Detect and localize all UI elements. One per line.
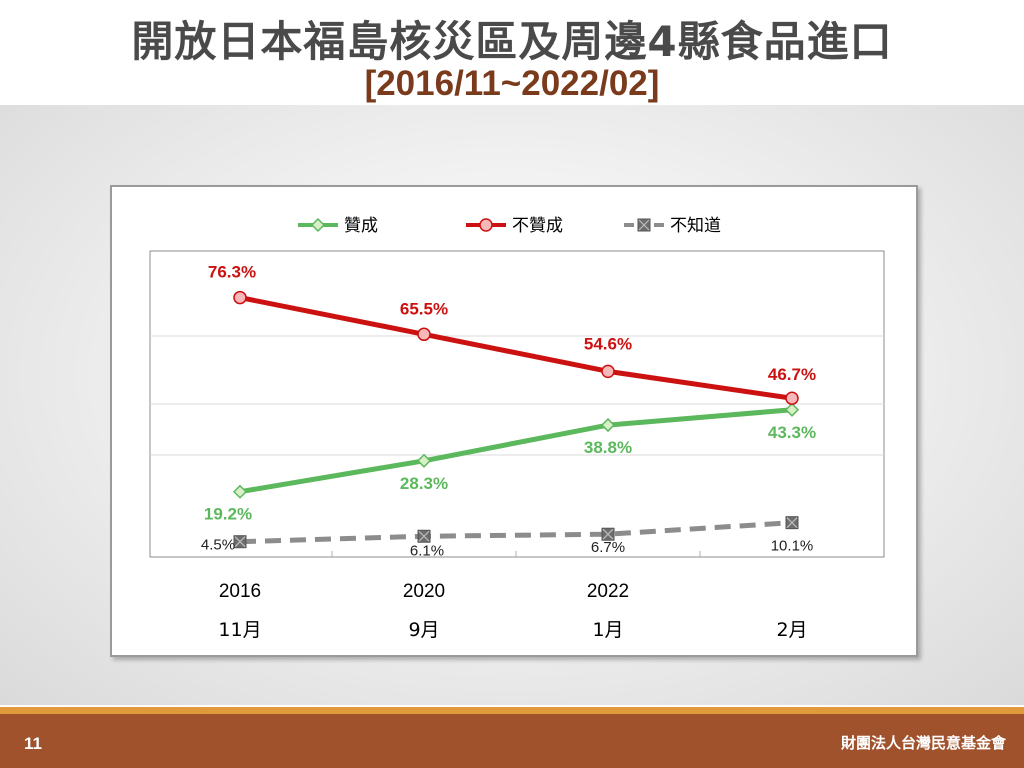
data-point [232, 484, 248, 499]
x-tick-label-month: 9月 [408, 619, 439, 641]
data-label: 10.1% [771, 538, 814, 555]
data-point [600, 418, 616, 433]
page-number: 11 [24, 734, 42, 753]
data-label: 6.7% [591, 539, 625, 556]
data-label: 54.6% [584, 334, 632, 353]
series-line [239, 295, 793, 401]
organization-name: 財團法人台灣民意基金會 [840, 734, 1006, 752]
data-label: 6.1% [410, 542, 444, 559]
x-tick-label-month: 2月 [776, 619, 807, 641]
footer-accent-line [0, 707, 1024, 714]
data-label: 46.7% [768, 365, 816, 384]
data-label: 43.3% [768, 423, 816, 442]
data-point [417, 327, 431, 342]
data-point-cross [234, 536, 246, 548]
page-subtitle: [2016/11~2022/02] [364, 64, 660, 103]
data-label: 76.3% [208, 263, 256, 282]
x-tick-label-month: 1月 [592, 619, 623, 641]
data-point [784, 402, 800, 417]
data-label: 4.5% [201, 537, 235, 554]
series-line [239, 407, 793, 495]
data-point [416, 453, 432, 468]
data-point-cross [418, 530, 430, 542]
page-title: 開放日本福島核災區及周邊4縣食品進口 [131, 17, 893, 66]
x-tick-label-year: 2020 [403, 581, 445, 602]
x-tick-label-year: 2016 [219, 581, 261, 602]
data-label: 65.5% [400, 299, 448, 318]
legend-label: 贊成 [344, 216, 378, 236]
data-point [785, 391, 799, 405]
line-chart: 2016 11月 2020 9月 2022 1月 2月 19.2% 28.3% 38.8% 43.3… [149, 216, 885, 641]
chart-panel: 2016 11月 2020 9月 2022 1月 2月 19.2% 28.3% 38.8% 43.3… [110, 185, 918, 657]
x-tick-label-year: 2022 [587, 581, 629, 602]
data-point [601, 364, 615, 379]
data-label: 28.3% [400, 474, 448, 493]
footer-bar: 11 財團法人台灣民意基金會 [0, 714, 1024, 768]
legend-marker [310, 217, 326, 233]
legend-marker [479, 218, 493, 232]
legend-label: 不知道 [670, 216, 721, 236]
legend-label: 不贊成 [512, 216, 563, 236]
series-line [239, 520, 793, 545]
data-label: 19.2% [204, 505, 252, 524]
data-label: 38.8% [584, 438, 632, 457]
data-point [233, 290, 247, 305]
data-point-cross [602, 528, 614, 540]
legend-marker-cross [638, 219, 650, 231]
x-tick-label-month: 11月 [218, 619, 261, 641]
data-point-cross [786, 517, 798, 529]
